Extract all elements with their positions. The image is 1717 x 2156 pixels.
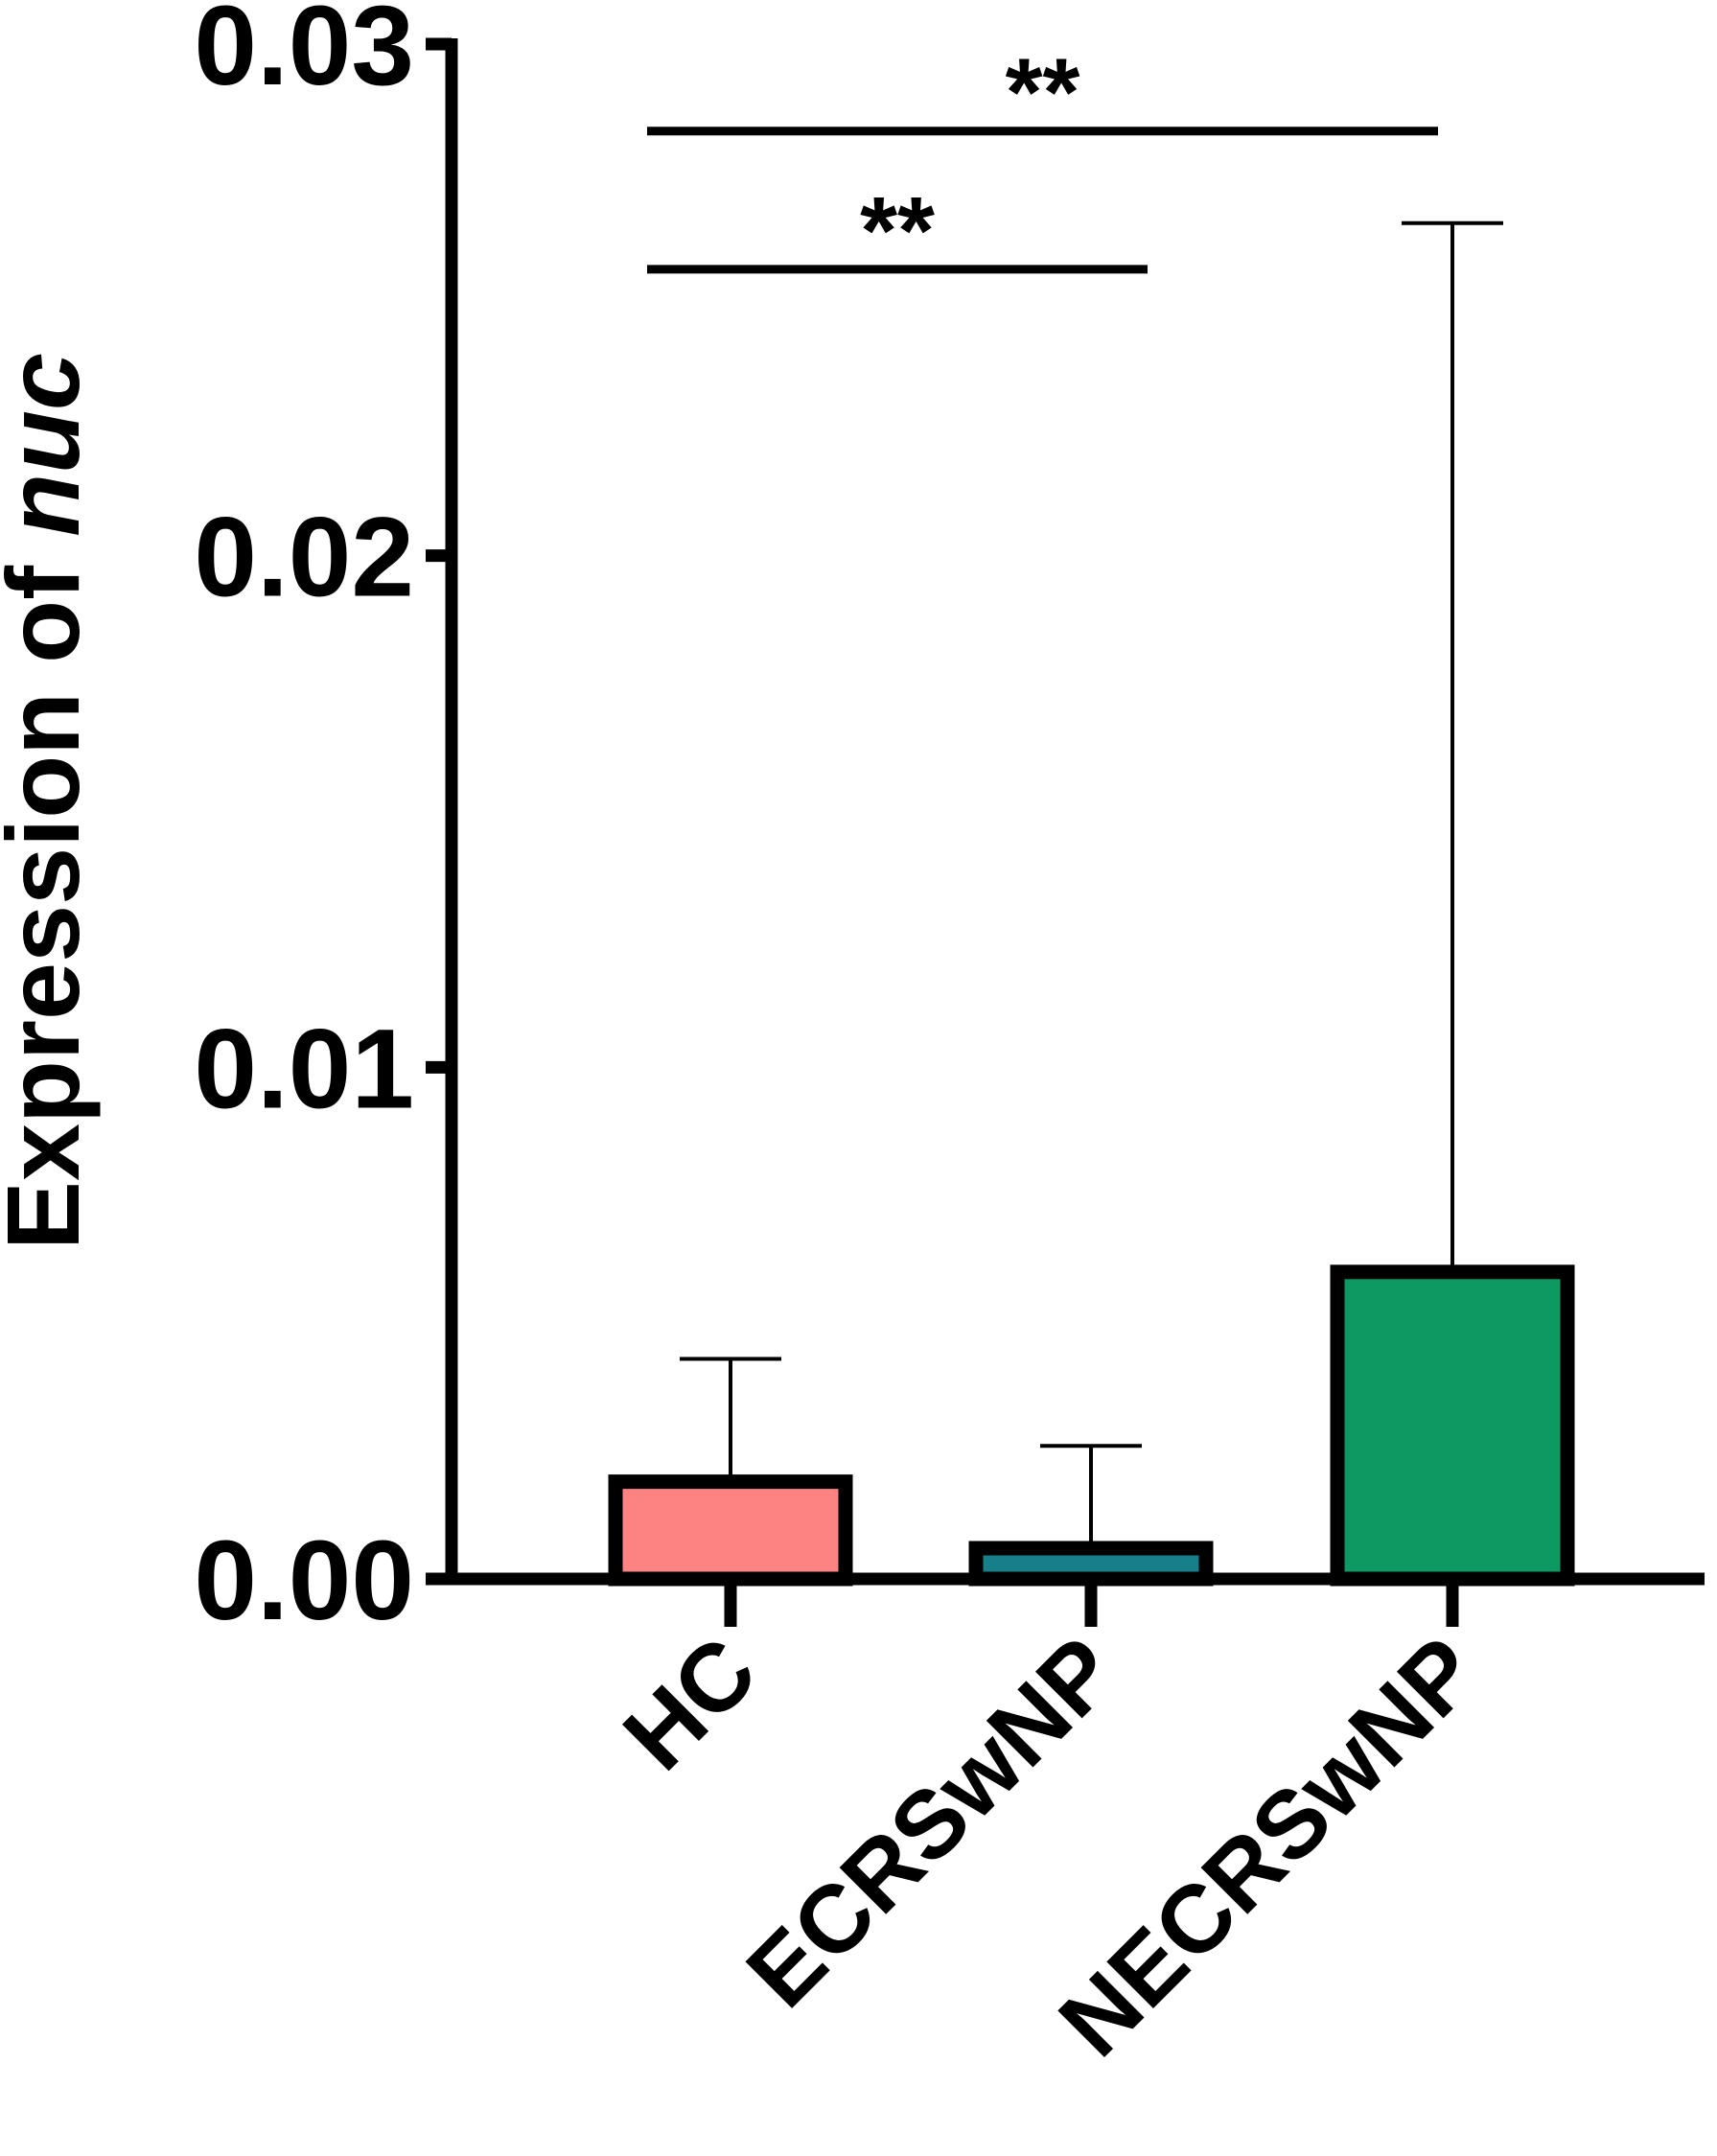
y-axis-title: Expression of nuc <box>0 353 101 1250</box>
error-bars <box>680 220 1503 1548</box>
y-tick-label: 0.01 <box>194 1006 414 1132</box>
axes <box>426 37 1705 1627</box>
significance-label: ** <box>860 177 935 285</box>
bar-necrswnp <box>1330 1264 1575 1587</box>
y-axis-title-text: Expression of <box>0 537 101 1250</box>
y-tick-label: 0.02 <box>194 495 414 621</box>
y-axis-title-group: Expression of nuc <box>0 353 101 1250</box>
y-tick-label: 0.00 <box>194 1518 414 1644</box>
y-axis-title-gene: nuc <box>0 353 101 537</box>
y-axis-ticks: 0.00 0.01 0.02 0.03 <box>194 0 414 1644</box>
y-tick-label: 0.03 <box>194 0 414 109</box>
significance-brackets: ** ** <box>647 39 1438 285</box>
category-label-hc: HC <box>603 1616 777 1790</box>
significance-label: ** <box>1006 39 1080 147</box>
bar-hc <box>608 1474 853 1587</box>
